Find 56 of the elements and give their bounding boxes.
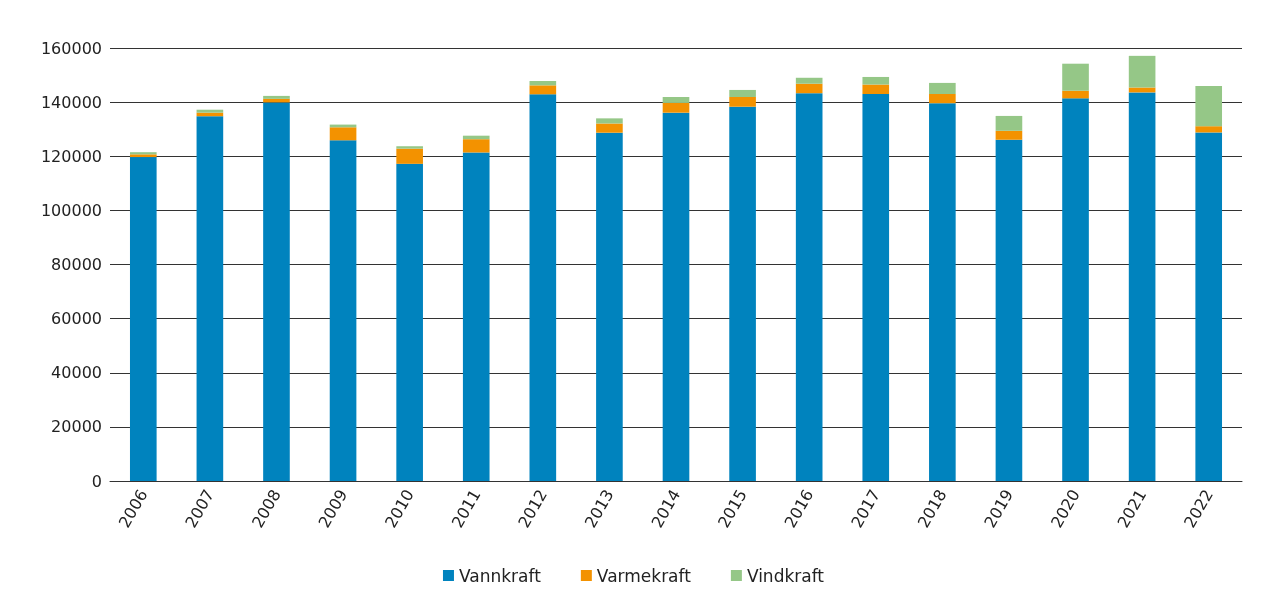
- legend-label: Varmekraft: [596, 565, 692, 586]
- bar: [596, 123, 623, 133]
- bar: [1195, 126, 1223, 133]
- y-tick-label: 0: [91, 471, 102, 491]
- bar: [129, 157, 157, 481]
- bar: [263, 95, 290, 99]
- bar: [1062, 98, 1089, 481]
- bar: [462, 152, 490, 481]
- bar: [862, 94, 890, 481]
- bar: [1128, 55, 1156, 88]
- y-tick-label: 60000: [51, 309, 102, 329]
- bar: [929, 103, 956, 481]
- bar: [995, 115, 1023, 131]
- y-tick-label: 80000: [51, 255, 102, 274]
- bar: [329, 127, 357, 141]
- bar: [529, 85, 557, 95]
- bar: [662, 96, 690, 103]
- legend-label: Vindkraft: [746, 565, 825, 586]
- y-tick-label: 120000: [40, 146, 102, 166]
- bar: [529, 81, 557, 86]
- bar: [596, 132, 623, 481]
- bar: [596, 118, 623, 124]
- bar: [662, 112, 690, 481]
- bar: [529, 94, 557, 481]
- y-tick-label: 160000: [40, 38, 102, 58]
- bar: [862, 84, 890, 95]
- bar: [729, 106, 756, 481]
- bar: [795, 93, 823, 481]
- y-tick-label: 20000: [51, 417, 102, 437]
- bar: [662, 102, 690, 113]
- bar: [396, 148, 423, 164]
- bar: [862, 76, 890, 85]
- bar: [795, 77, 823, 84]
- bar: [995, 139, 1023, 481]
- bar: [462, 139, 490, 153]
- bar: [1195, 132, 1223, 481]
- bar: [929, 82, 956, 95]
- bar: [1062, 90, 1089, 99]
- bar: [1062, 63, 1089, 91]
- bar: [729, 89, 756, 97]
- bar: [729, 96, 756, 107]
- bar: [1128, 92, 1156, 481]
- bar: [263, 102, 290, 481]
- bar: [929, 94, 956, 104]
- bar: [196, 116, 224, 481]
- y-tick-label: 40000: [51, 363, 102, 383]
- y-tick-label: 100000: [40, 200, 102, 220]
- bar: [196, 109, 224, 113]
- bar: [396, 163, 423, 481]
- bar: [795, 83, 823, 94]
- bar: [329, 140, 357, 481]
- bar: [995, 130, 1023, 140]
- y-tick-label: 140000: [40, 92, 102, 112]
- bar: [396, 146, 423, 149]
- bar: [1195, 85, 1223, 127]
- legend-label: Vannkraft: [458, 565, 542, 586]
